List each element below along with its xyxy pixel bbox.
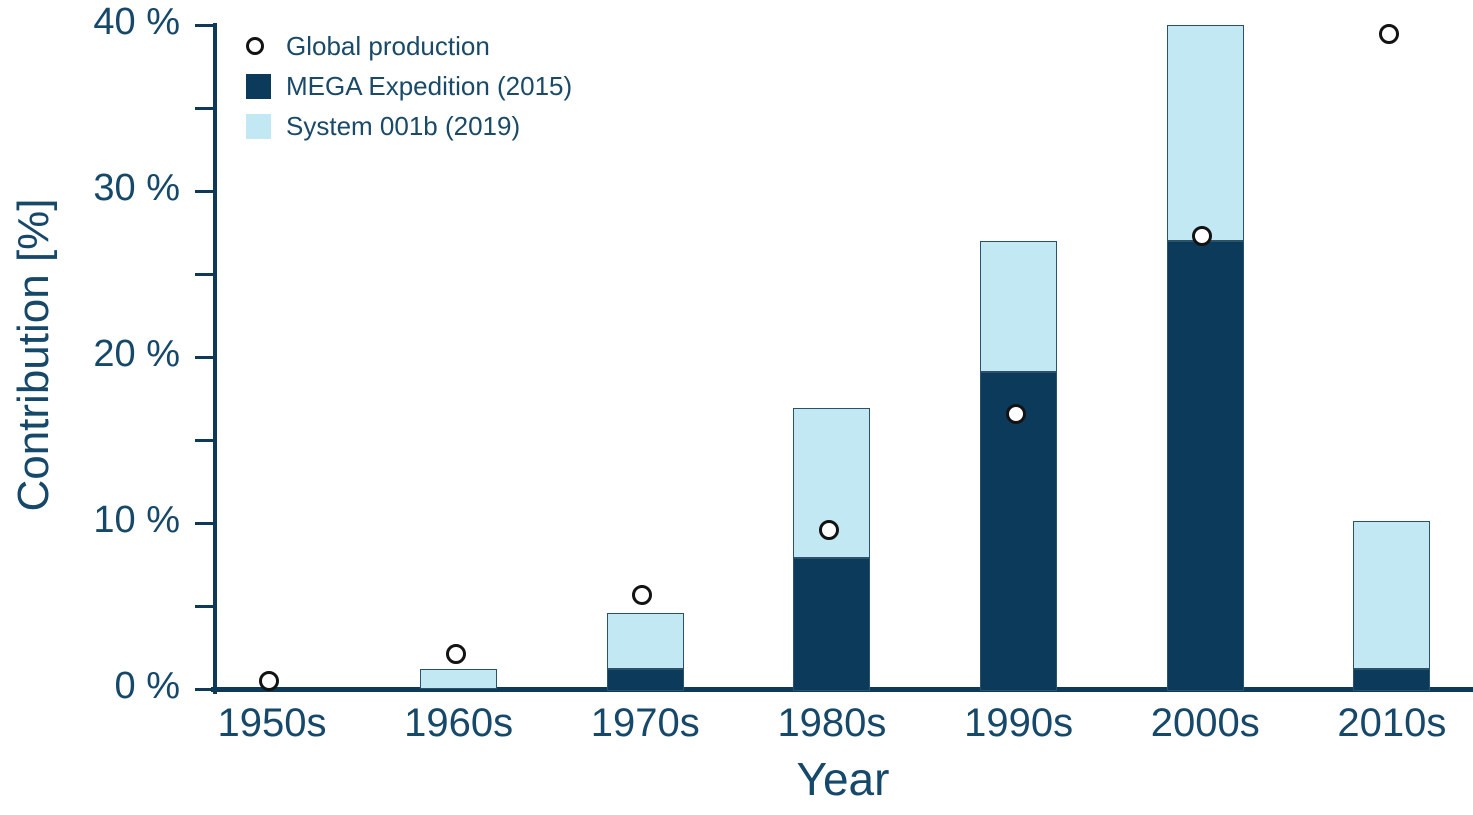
legend-item-global-production: Global production — [246, 26, 572, 66]
legend-label: MEGA Expedition (2015) — [286, 70, 573, 101]
bar-segment-system001b — [1166, 25, 1244, 241]
bar-segment-system001b — [606, 612, 684, 670]
global-production-point — [1192, 226, 1213, 247]
bar-segment-mega — [793, 557, 871, 691]
x-category-label: 1980s — [777, 701, 887, 745]
y-tick — [195, 604, 213, 608]
y-axis-line — [213, 23, 217, 694]
y-tick — [195, 521, 213, 525]
bar-segment-mega — [1353, 669, 1431, 691]
y-tick — [195, 687, 213, 691]
y-tick — [195, 355, 213, 359]
legend: Global production MEGA Expedition (2015)… — [246, 26, 572, 146]
y-tick — [195, 106, 213, 110]
legend-label: System 001b (2019) — [286, 110, 521, 141]
legend-label: Global production — [286, 30, 490, 61]
y-tick — [195, 189, 213, 193]
y-tick-label: 20 % — [93, 333, 180, 375]
open-circle-icon — [246, 37, 264, 55]
x-category-label: 2010s — [1337, 701, 1447, 745]
y-tick — [195, 272, 213, 276]
global-production-point — [445, 644, 466, 665]
global-production-point — [818, 519, 839, 540]
global-production-point — [1005, 403, 1026, 424]
bar-segment-mega — [1166, 240, 1244, 691]
bar-segment-mega — [980, 371, 1058, 691]
x-category-label: 1950s — [217, 701, 327, 745]
bar-segment-system001b — [420, 669, 498, 689]
y-tick-label: 30 % — [93, 167, 180, 209]
y-tick — [195, 23, 213, 27]
y-tick — [195, 438, 213, 442]
x-category-label: 2000s — [1150, 701, 1260, 745]
dark-square-swatch-icon — [246, 73, 271, 99]
y-tick-label: 10 % — [93, 499, 180, 541]
legend-item-mega-expedition: MEGA Expedition (2015) — [246, 66, 572, 106]
y-tick-label: 40 % — [93, 1, 180, 43]
bar-segment-mega — [606, 669, 684, 691]
light-square-swatch-icon — [246, 113, 271, 139]
x-category-label: 1990s — [964, 701, 1074, 745]
bar-segment-system001b — [1353, 521, 1431, 670]
bar-segment-system001b — [980, 240, 1058, 372]
global-production-point — [1378, 23, 1399, 44]
x-axis-title: Year — [796, 753, 890, 805]
x-category-label: 1970s — [590, 701, 700, 745]
global-production-point — [259, 671, 279, 692]
legend-item-system-001b: System 001b (2019) — [246, 106, 572, 146]
x-category-label: 1960s — [404, 701, 514, 745]
y-tick-label: 0 % — [114, 665, 180, 707]
global-production-point — [632, 584, 653, 605]
